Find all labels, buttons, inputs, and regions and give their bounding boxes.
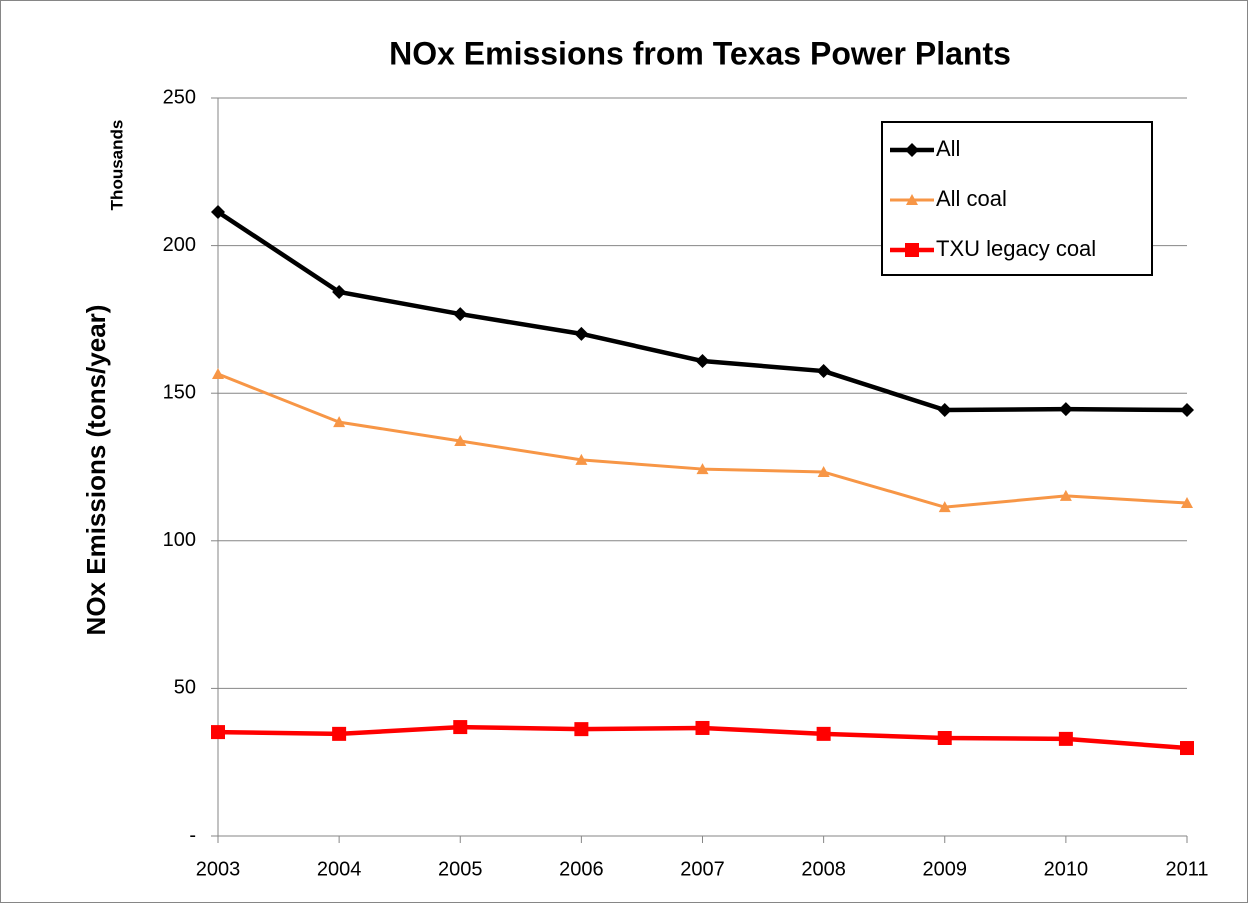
data-point [695, 354, 710, 369]
data-point [1059, 489, 1072, 501]
data-point [1058, 402, 1073, 417]
data-point [695, 720, 710, 735]
data-point [574, 326, 589, 341]
data-point [453, 720, 468, 735]
data-point [1181, 497, 1193, 509]
data-point [816, 364, 831, 379]
y-tick-label: 150 [163, 381, 196, 403]
data-point [574, 722, 589, 737]
chart-title: NOx Emissions from Texas Power Plants [389, 35, 1011, 71]
data-point [575, 453, 588, 465]
data-point [1058, 731, 1073, 746]
x-tick-label: 2004 [317, 858, 362, 880]
legend-label: TXU legacy coal [936, 236, 1096, 261]
data-point [938, 501, 951, 513]
x-tick-label: 2006 [559, 858, 604, 880]
data-point [1180, 403, 1194, 418]
legend-label: All [936, 136, 960, 161]
data-point [333, 416, 346, 428]
x-tick-label: 2005 [438, 858, 483, 880]
y-axis-title: NOx Emissions (tons/year) [81, 305, 111, 636]
x-tick-label: 2008 [801, 858, 846, 880]
data-point [817, 466, 830, 478]
y-tick-label: - [189, 824, 196, 846]
x-tick-label: 2010 [1044, 858, 1089, 880]
y-tick-label: 250 [163, 86, 196, 108]
data-point [211, 725, 225, 740]
data-point [1180, 741, 1194, 756]
data-point [937, 730, 952, 745]
data-point [453, 307, 468, 322]
x-tick-label: 2003 [196, 858, 241, 880]
legend-marker [906, 194, 918, 205]
x-tick-label: 2011 [1165, 858, 1208, 880]
y-unit-label: Thousands [107, 120, 126, 211]
x-tick-label: 2009 [923, 858, 968, 880]
data-point [816, 726, 831, 741]
data-point [211, 204, 225, 219]
legend-marker [905, 143, 919, 157]
data-point [696, 463, 709, 475]
data-point [212, 368, 224, 380]
data-point [454, 435, 467, 447]
x-tick-label: 2007 [680, 858, 725, 880]
y-tick-label: 100 [163, 529, 196, 551]
y-tick-label: 200 [163, 234, 196, 256]
legend-label: All coal [936, 186, 1007, 211]
data-point [332, 726, 347, 741]
y-tick-label: 50 [174, 677, 196, 699]
data-point [937, 403, 952, 418]
data-point [332, 284, 347, 299]
legend-marker [905, 243, 919, 257]
